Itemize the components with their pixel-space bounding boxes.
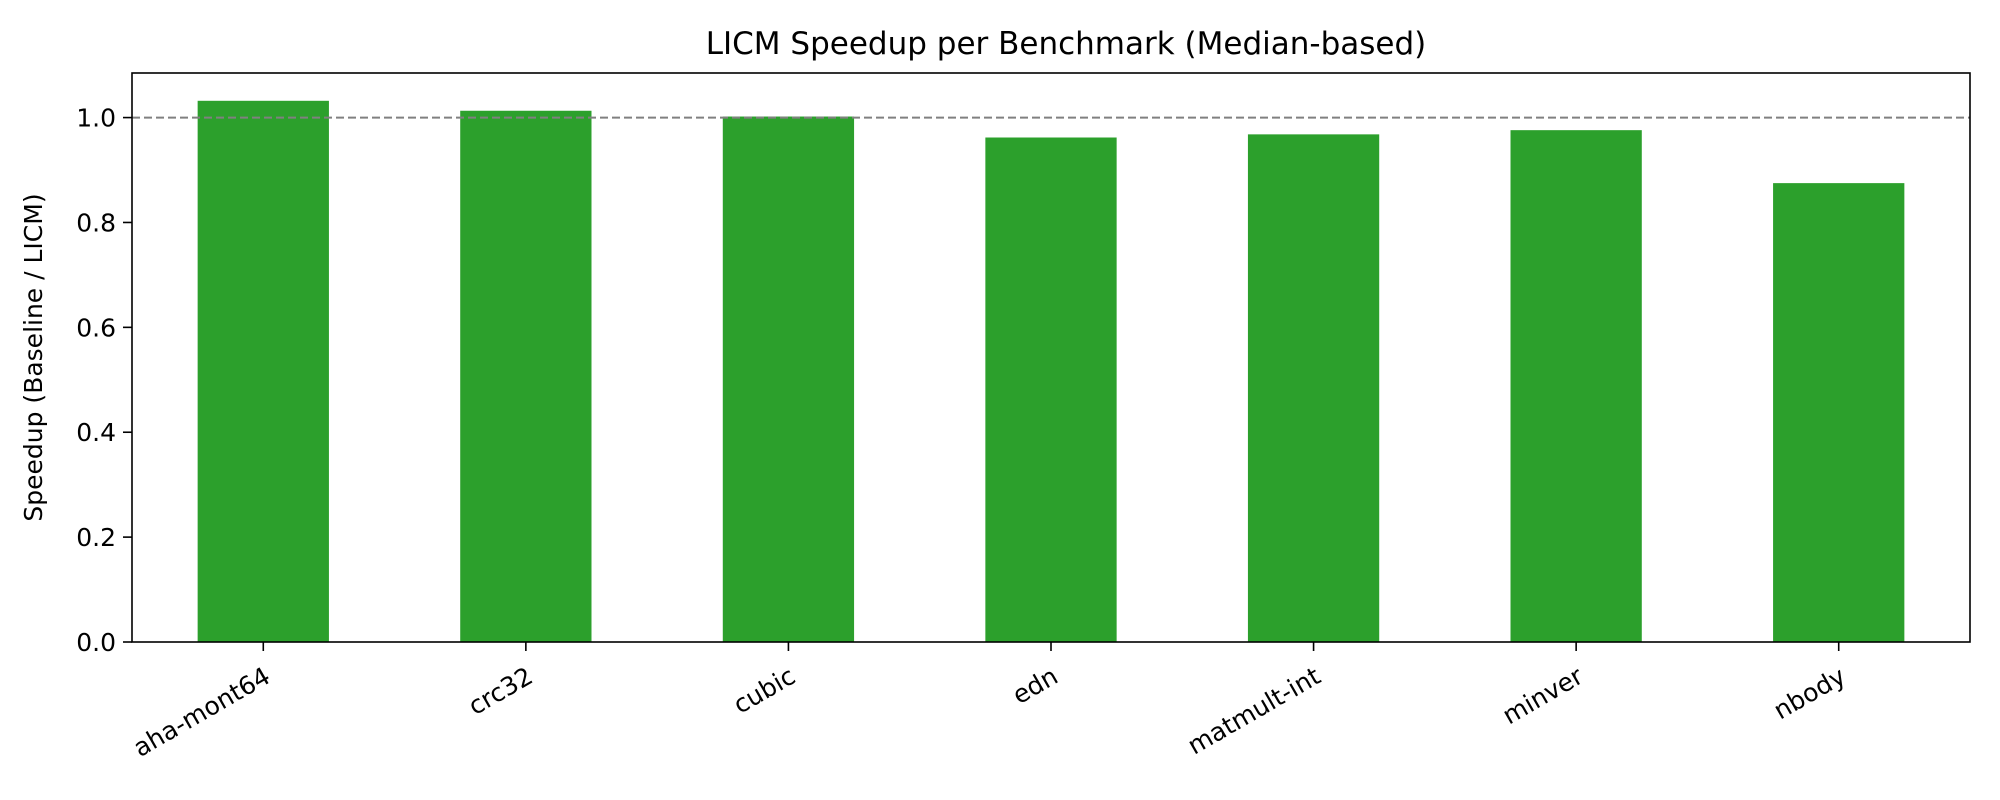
y-tick-label: 0.2	[76, 523, 116, 552]
y-tick-label: 0.0	[76, 628, 116, 657]
x-tick-label: minver	[1498, 661, 1589, 730]
x-tick-label: nbody	[1769, 661, 1851, 725]
bar-minver	[1510, 130, 1642, 642]
x-tick-label: crc32	[463, 661, 537, 721]
y-tick-label: 0.6	[76, 313, 116, 342]
y-tick-label: 1.0	[76, 104, 116, 133]
x-tick-label: aha-mont64	[128, 661, 275, 762]
chart-title: LICM Speedup per Benchmark (Median-based…	[706, 26, 1427, 62]
y-tick-label: 0.4	[76, 418, 116, 447]
bar-edn	[985, 137, 1117, 642]
x-tick-label: matmult-int	[1183, 661, 1326, 760]
y-axis-label: Speedup (Baseline / LICM)	[19, 193, 48, 521]
bar-aha-mont64	[197, 100, 329, 642]
bar-crc32	[460, 110, 592, 642]
bar-cubic	[722, 116, 855, 642]
bar-nbody	[1773, 183, 1905, 642]
bar-matmult-int	[1247, 134, 1380, 642]
y-tick-label: 0.8	[76, 208, 116, 237]
plot-area: 0.0 0.2 0.4 0.6 0.8 1.0 aha-mont64 crc32 cubic ed…	[76, 72, 1971, 763]
x-tick-label: edn	[1007, 661, 1062, 710]
x-tick-label: cubic	[728, 661, 800, 719]
